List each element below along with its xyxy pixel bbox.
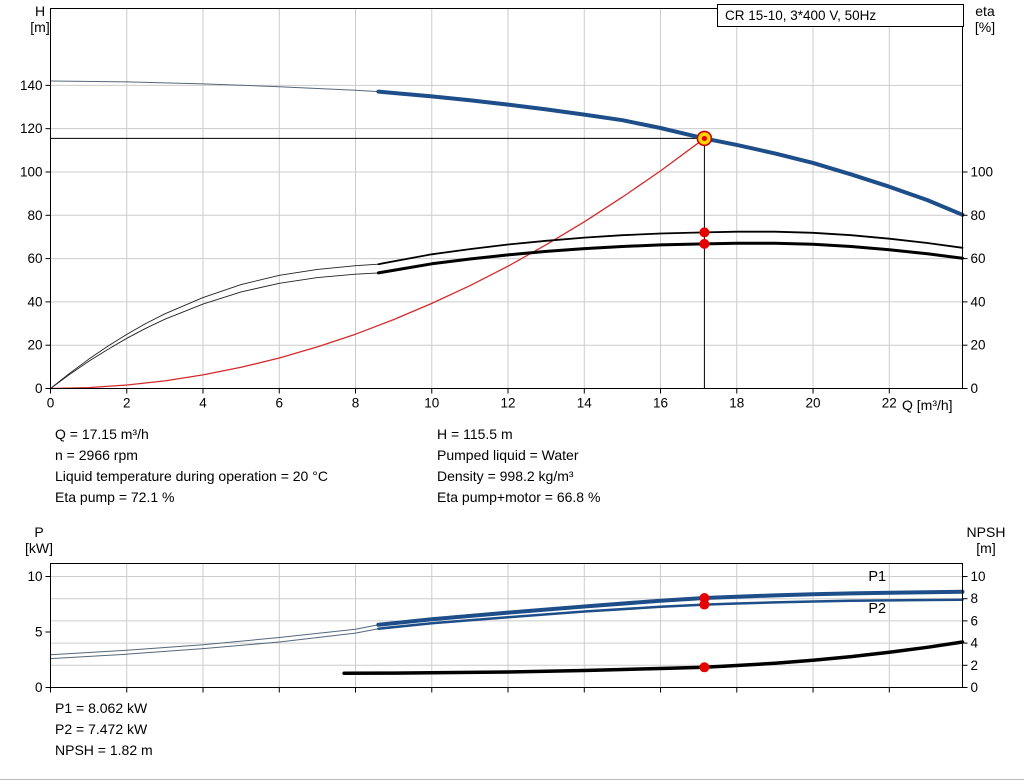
svg-text:10: 10 — [971, 569, 986, 584]
result-line-p2: P2 = 7.472 kW — [55, 721, 148, 737]
info-line-eta-pump-motor: Eta pump+motor = 66.8 % — [437, 489, 601, 505]
svg-text:6: 6 — [971, 613, 979, 628]
left-axis-title-line2: [kW] — [25, 540, 53, 556]
left-axis-title-line2: [m] — [30, 19, 50, 35]
svg-text:120: 120 — [20, 121, 43, 136]
svg-text:2: 2 — [123, 396, 131, 411]
svg-text:20: 20 — [27, 338, 42, 353]
svg-text:4: 4 — [971, 636, 979, 651]
svg-text:0: 0 — [971, 381, 979, 396]
svg-text:0: 0 — [47, 396, 55, 411]
operating-data-right-column: H = 115.5 m Pumped liquid = Water Densit… — [437, 424, 600, 508]
result-line-p1: P1 = 8.062 kW — [55, 700, 148, 716]
power-npsh-chart-area: 0 5 10 0 2 4 6 8 10 P1 P2 P [kW] NPSH [m] — [0, 520, 1024, 705]
svg-text:P1: P1 — [868, 569, 886, 585]
svg-text:12: 12 — [501, 396, 516, 411]
info-line-density: Density = 998.2 kg/m³ — [437, 468, 574, 484]
svg-text:8: 8 — [971, 591, 979, 606]
svg-text:16: 16 — [653, 396, 668, 411]
svg-text:2: 2 — [971, 658, 979, 673]
svg-text:20: 20 — [971, 338, 986, 353]
svg-text:80: 80 — [971, 208, 986, 223]
svg-text:P2: P2 — [868, 601, 886, 617]
svg-text:8: 8 — [352, 396, 360, 411]
right-axis-title-line1: NPSH — [966, 524, 1006, 540]
svg-text:22: 22 — [882, 396, 897, 411]
info-line-head: H = 115.5 m — [437, 426, 513, 442]
svg-text:40: 40 — [27, 294, 42, 309]
info-line-eta-pump: Eta pump = 72.1 % — [55, 489, 175, 505]
svg-text:0: 0 — [35, 381, 43, 396]
window-bottom-edge — [0, 779, 1024, 780]
svg-text:80: 80 — [27, 208, 42, 223]
left-axis-title-line1: P — [34, 524, 44, 540]
pump-model-box: CR 15-10, 3*400 V, 50Hz — [717, 4, 964, 27]
right-axis-title-line1: eta — [975, 3, 995, 19]
svg-text:0: 0 — [971, 680, 979, 695]
info-line-speed: n = 2966 rpm — [55, 447, 138, 463]
hq-chart-area: 0 2 4 6 8 10 12 14 16 18 20 22 0 20 40 60 80 100 120 140 0 20… — [18, 3, 1008, 413]
svg-text:100: 100 — [20, 164, 43, 179]
svg-text:0: 0 — [35, 680, 43, 695]
info-line-temperature: Liquid temperature during operation = 20… — [55, 468, 328, 484]
x-axis-title: Q [m³/h] — [902, 397, 953, 413]
svg-text:20: 20 — [806, 396, 821, 411]
results-panel: P1 = 8.062 kW P2 = 7.472 kW NPSH = 1.82 … — [55, 698, 153, 761]
svg-text:40: 40 — [971, 294, 986, 309]
svg-text:100: 100 — [971, 164, 994, 179]
info-line-flow: Q = 17.15 m³/h — [55, 426, 149, 442]
svg-text:60: 60 — [971, 251, 986, 266]
svg-text:4: 4 — [199, 396, 207, 411]
svg-text:10: 10 — [424, 396, 439, 411]
right-axis-title-npsh: NPSH [m] — [958, 524, 1014, 556]
left-axis-title-line1: H — [34, 3, 46, 19]
power-npsh-chart-canvas: 0 5 10 0 2 4 6 8 10 P1 P2 — [27, 563, 986, 695]
right-axis-title-eta: eta [%] — [962, 3, 1008, 35]
svg-text:18: 18 — [729, 396, 744, 411]
left-axis-title-head: H [m] — [18, 3, 62, 35]
hq-chart-canvas: 0 2 4 6 8 10 12 14 16 18 20 22 0 20 40 60 80 100 120 140 0 20… — [20, 8, 994, 411]
right-axis-title-line2: [%] — [974, 19, 996, 35]
svg-text:6: 6 — [276, 396, 284, 411]
svg-text:14: 14 — [577, 396, 593, 411]
svg-text:60: 60 — [27, 251, 42, 266]
svg-text:5: 5 — [35, 624, 43, 639]
svg-text:140: 140 — [20, 78, 43, 93]
result-line-npsh: NPSH = 1.82 m — [55, 742, 153, 758]
svg-text:10: 10 — [27, 569, 42, 584]
info-line-liquid: Pumped liquid = Water — [437, 447, 579, 463]
left-axis-title-power: P [kW] — [16, 524, 62, 556]
operating-data-left-column: Q = 17.15 m³/h n = 2966 rpm Liquid tempe… — [55, 424, 328, 508]
right-axis-title-line2: [m] — [976, 540, 996, 556]
